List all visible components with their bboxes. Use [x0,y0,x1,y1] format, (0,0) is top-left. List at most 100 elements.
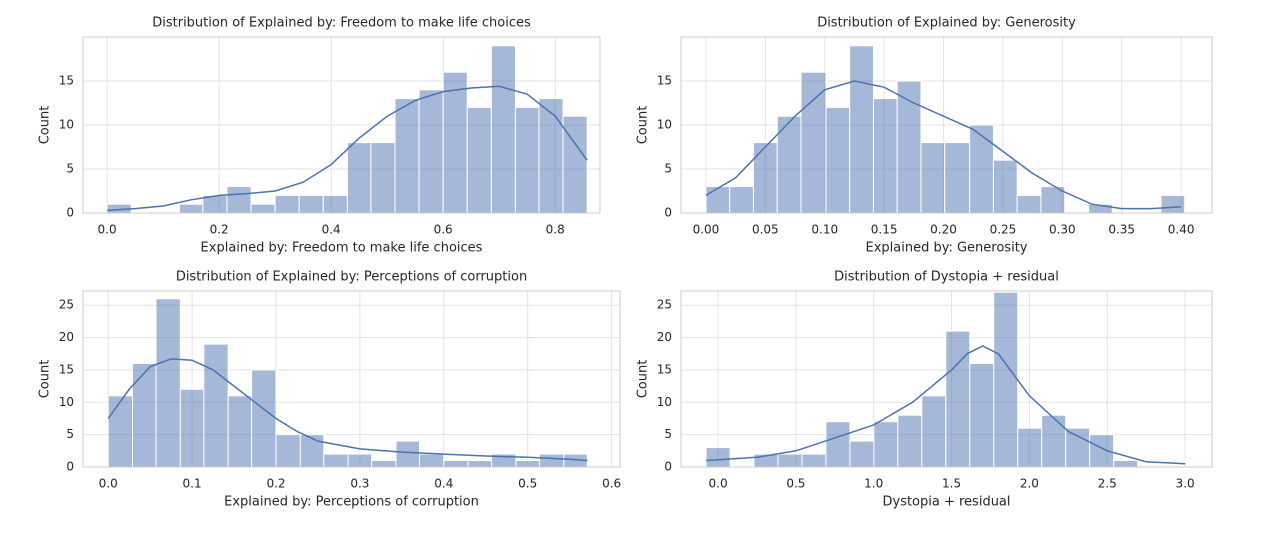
bar [1160,194,1186,214]
x-tick-label: 0.2 [266,477,285,491]
x-tick-label: 0.05 [752,223,779,237]
x-tick-label: 0.1 [183,477,202,491]
chart-title: Distribution of Explained by: Perception… [176,270,527,285]
y-axis-label: Count [636,106,651,145]
x-tick-label: 0.3 [350,477,369,491]
bar [993,291,1019,468]
bar [849,45,874,214]
y-tick-label: 25 [657,298,672,312]
bar [132,362,157,468]
y-axis-label: Count [636,360,651,399]
kde-line [107,358,588,462]
bar [969,124,994,214]
bar [538,98,564,214]
bar [514,106,540,214]
chart-title: Distribution of Explained by: Freedom to… [152,16,531,31]
bar [370,142,396,214]
bar [945,330,971,468]
y-tick-label: 10 [59,395,74,409]
bar [275,434,301,468]
y-tick-label: 25 [59,298,74,312]
x-axis-label: Explained by: Generosity [866,241,1028,256]
bar [872,98,898,214]
bar [1065,427,1091,468]
x-tick-label: 2.5 [1098,477,1117,491]
bar [897,414,923,468]
x-tick-label: 0.25 [990,223,1017,237]
y-tick-label: 10 [657,395,672,409]
kde-line [107,85,588,212]
y-tick-label: 10 [59,118,74,132]
bar [992,159,1018,214]
bar [298,194,324,214]
bar [107,395,134,468]
bar [418,89,444,214]
y-tick-label: 20 [657,330,672,344]
bar [1017,427,1043,468]
bar [347,453,373,468]
bar [442,71,468,214]
y-tick-label: 5 [664,162,672,176]
x-tick-label: 0.15 [871,223,898,237]
bar [752,142,778,214]
plot-frame [680,290,1213,468]
x-tick-label: 0.2 [210,223,229,237]
x-axis-label: Dystopia + residual [882,495,1010,510]
bar [394,98,420,214]
x-tick-label: 0.5 [786,477,805,491]
bar [178,203,204,214]
x-tick-label: 0.00 [693,223,720,237]
x-tick-label: 0.6 [602,477,621,491]
bar [515,460,540,468]
bar [274,194,300,214]
y-tick-label: 0 [66,460,74,474]
bar [800,71,827,214]
kde-line [705,80,1182,210]
y-tick-label: 0 [664,206,672,220]
bar [226,186,252,214]
bar [466,106,492,214]
bar [1016,194,1042,214]
bar [203,343,229,468]
bar [155,298,181,468]
y-tick-label: 5 [66,162,74,176]
bar [1041,414,1067,468]
bar [825,106,851,214]
y-tick-label: 20 [59,330,74,344]
kde-line [706,345,1186,465]
x-tick-label: 0.4 [434,477,453,491]
y-tick-label: 15 [657,74,672,88]
x-tick-label: 2.0 [1020,477,1039,491]
bar [705,186,731,214]
y-tick-label: 5 [664,427,672,441]
bar [251,369,277,468]
bar [1113,460,1139,468]
x-axis-label: Explained by: Freedom to make life choic… [201,241,483,256]
y-tick-label: 15 [59,362,74,376]
bar [873,421,899,468]
x-tick-label: 3.0 [1176,477,1195,491]
chart-title: Distribution of Dystopia + residual [834,270,1059,285]
x-axis-label: Explained by: Perceptions of corruption [224,495,479,510]
bar [849,440,875,468]
bar [299,434,325,468]
y-axis-label: Count [38,360,53,399]
plot-frame [82,290,621,468]
bar [443,460,469,468]
bar [250,203,276,214]
bar [801,453,827,468]
y-tick-label: 15 [657,362,672,376]
bar [323,453,349,468]
bar [227,395,253,468]
x-tick-label: 0.0 [98,223,117,237]
x-tick-label: 0.0 [709,477,728,491]
y-tick-label: 0 [66,206,74,220]
y-tick-label: 5 [66,427,74,441]
bar [777,453,803,468]
x-tick-label: 0.20 [930,223,957,237]
x-tick-label: 0.6 [434,223,453,237]
bar [969,362,995,468]
x-tick-label: 0.35 [1108,223,1135,237]
chart-title: Distribution of Explained by: Generosity [817,16,1076,31]
bar [322,194,348,214]
